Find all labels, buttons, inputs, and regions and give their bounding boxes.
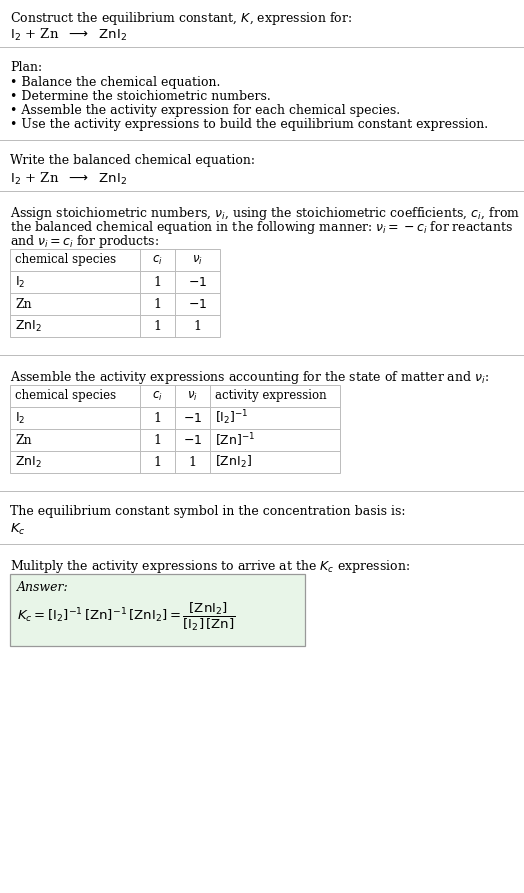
Text: • Determine the stoichiometric numbers.: • Determine the stoichiometric numbers. <box>10 90 271 103</box>
Text: • Assemble the activity expression for each chemical species.: • Assemble the activity expression for e… <box>10 104 400 117</box>
Text: • Balance the chemical equation.: • Balance the chemical equation. <box>10 76 221 89</box>
Text: $\mathrm{I_2}$ + Zn  $\longrightarrow$  $\mathrm{ZnI_2}$: $\mathrm{I_2}$ + Zn $\longrightarrow$ $\… <box>10 171 127 188</box>
Text: 1: 1 <box>189 455 196 469</box>
Text: • Use the activity expressions to build the equilibrium constant expression.: • Use the activity expressions to build … <box>10 118 488 131</box>
Text: 1: 1 <box>154 297 161 311</box>
Text: $K_c$: $K_c$ <box>10 522 26 537</box>
Text: Mulitply the activity expressions to arrive at the $K_c$ expression:: Mulitply the activity expressions to arr… <box>10 558 410 575</box>
Text: $[\mathrm{I_2}]^{-1}$: $[\mathrm{I_2}]^{-1}$ <box>215 409 249 428</box>
Text: Zn: Zn <box>15 433 31 446</box>
Text: the balanced chemical equation in the following manner: $\nu_i = -c_i$ for react: the balanced chemical equation in the fo… <box>10 219 513 236</box>
Bar <box>10 385 340 473</box>
Text: chemical species: chemical species <box>15 389 116 403</box>
Text: $K_c = [\mathrm{I_2}]^{-1}\,[\mathrm{Zn}]^{-1}\,[\mathrm{ZnI_2}] = \dfrac{[\math: $K_c = [\mathrm{I_2}]^{-1}\,[\mathrm{Zn}… <box>17 601 235 633</box>
Text: 1: 1 <box>193 320 202 332</box>
Text: $-1$: $-1$ <box>188 297 207 311</box>
Text: $c_i$: $c_i$ <box>152 254 163 266</box>
Text: $\mathrm{I_2}$ + Zn  $\longrightarrow$  $\mathrm{ZnI_2}$: $\mathrm{I_2}$ + Zn $\longrightarrow$ $\… <box>10 27 127 43</box>
Text: The equilibrium constant symbol in the concentration basis is:: The equilibrium constant symbol in the c… <box>10 505 406 518</box>
Text: Construct the equilibrium constant, $K$, expression for:: Construct the equilibrium constant, $K$,… <box>10 10 352 27</box>
Text: Plan:: Plan: <box>10 61 42 74</box>
Text: 1: 1 <box>154 412 161 424</box>
Text: $\mathrm{I_2}$: $\mathrm{I_2}$ <box>15 274 26 289</box>
Text: chemical species: chemical species <box>15 254 116 266</box>
Text: $\nu_i$: $\nu_i$ <box>187 389 198 403</box>
Text: Answer:: Answer: <box>17 581 69 594</box>
Text: and $\nu_i = c_i$ for products:: and $\nu_i = c_i$ for products: <box>10 233 159 250</box>
Text: $-1$: $-1$ <box>183 433 202 446</box>
Text: activity expression: activity expression <box>215 389 326 403</box>
Text: $\mathrm{ZnI_2}$: $\mathrm{ZnI_2}$ <box>15 319 42 334</box>
Text: Write the balanced chemical equation:: Write the balanced chemical equation: <box>10 154 255 167</box>
Text: $\nu_i$: $\nu_i$ <box>192 254 203 266</box>
Text: $[\mathrm{ZnI_2}]$: $[\mathrm{ZnI_2}]$ <box>215 454 252 470</box>
Text: Assemble the activity expressions accounting for the state of matter and $\nu_i$: Assemble the activity expressions accoun… <box>10 369 489 386</box>
Text: $-1$: $-1$ <box>183 412 202 424</box>
Text: $c_i$: $c_i$ <box>152 389 163 403</box>
Text: Zn: Zn <box>15 297 31 311</box>
Text: $\mathrm{I_2}$: $\mathrm{I_2}$ <box>15 411 26 426</box>
Text: 1: 1 <box>154 455 161 469</box>
Text: $\mathrm{ZnI_2}$: $\mathrm{ZnI_2}$ <box>15 455 42 470</box>
Text: Assign stoichiometric numbers, $\nu_i$, using the stoichiometric coefficients, $: Assign stoichiometric numbers, $\nu_i$, … <box>10 205 520 222</box>
Text: 1: 1 <box>154 433 161 446</box>
Text: $-1$: $-1$ <box>188 276 207 288</box>
FancyBboxPatch shape <box>10 574 305 646</box>
Text: 1: 1 <box>154 320 161 332</box>
Text: $[\mathrm{Zn}]^{-1}$: $[\mathrm{Zn}]^{-1}$ <box>215 431 255 449</box>
Bar <box>10 249 220 337</box>
Text: 1: 1 <box>154 276 161 288</box>
